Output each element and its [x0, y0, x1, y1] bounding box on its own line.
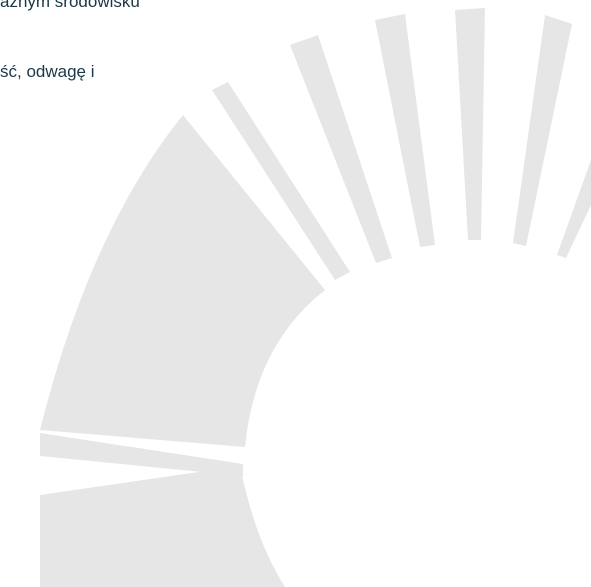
- page: ażnym środowisku ść, odwagę i (() => { c…: [0, 0, 591, 587]
- logo-wedge: [40, 115, 325, 447]
- logo-ray: [513, 15, 572, 246]
- logo-ray: [455, 8, 485, 240]
- logo-ray: [557, 160, 591, 258]
- body-text: ść, odwagę i: [0, 62, 95, 82]
- logo-rays: [0, 0, 591, 587]
- logo-wedge: [40, 466, 285, 587]
- logo-ray: [375, 14, 435, 247]
- body-text: ażnym środowisku: [0, 0, 140, 12]
